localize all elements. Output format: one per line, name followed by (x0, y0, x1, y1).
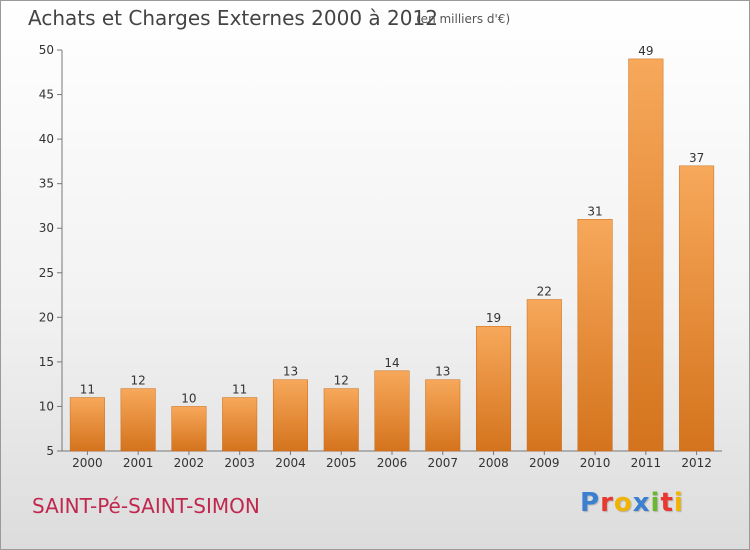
y-tick-label: 20 (39, 310, 54, 324)
bar-value-label: 13 (283, 365, 298, 379)
y-tick-label: 15 (39, 355, 54, 369)
logo-letter: o (613, 488, 633, 518)
bar-2010 (577, 219, 613, 452)
y-tick-label: 30 (39, 221, 54, 235)
bar-value-label: 11 (232, 383, 247, 397)
proxiti-logo: Proxiti (580, 488, 684, 518)
x-tick-label: 2000 (72, 456, 103, 470)
bar-value-label: 12 (334, 374, 349, 388)
bar-2003 (222, 397, 258, 452)
bar-2008 (476, 325, 512, 452)
chart-subtitle: (en milliers d'€) (416, 12, 511, 26)
x-tick-label: 2003 (224, 456, 255, 470)
logo-letter: x (632, 488, 651, 518)
x-tick-label: 2001 (123, 456, 154, 470)
logo-letter: i (673, 488, 684, 518)
x-tick-label: 2009 (529, 456, 560, 470)
bar-2006 (374, 370, 410, 452)
y-tick-label: 5 (46, 444, 54, 458)
x-tick-label: 2002 (174, 456, 205, 470)
chart-title: Achats et Charges Externes 2000 à 2012 (28, 6, 438, 30)
x-tick-label: 2010 (580, 456, 611, 470)
x-tick-label: 2007 (427, 456, 458, 470)
y-tick-label: 35 (39, 177, 54, 191)
bar-value-label: 19 (486, 311, 501, 325)
bar-value-label: 22 (537, 285, 552, 299)
bar-value-label: 37 (689, 151, 704, 165)
x-tick-label: 2004 (275, 456, 306, 470)
y-tick-label: 45 (39, 88, 54, 102)
logo-letter: t (660, 488, 674, 518)
bar-2002 (171, 406, 207, 452)
bar-value-label: 11 (80, 383, 95, 397)
logo-letter: i (650, 488, 661, 518)
bar-2012 (679, 165, 715, 452)
bar-value-label: 49 (638, 44, 653, 58)
y-tick-label: 40 (39, 132, 54, 146)
bar-2007 (425, 379, 461, 452)
bar-value-label: 31 (587, 204, 602, 218)
x-tick-label: 2012 (681, 456, 712, 470)
bar-value-label: 13 (435, 365, 450, 379)
bar-2004 (272, 379, 308, 452)
y-tick-label: 50 (39, 43, 54, 57)
commune-name: SAINT-Pé-SAINT-SIMON (32, 494, 260, 518)
y-tick-label: 10 (39, 399, 54, 413)
bar-2009 (526, 299, 562, 452)
bar-value-label: 12 (131, 374, 146, 388)
bar-value-label: 14 (384, 356, 399, 370)
bar-2000 (69, 397, 105, 452)
bar-2005 (323, 388, 359, 452)
x-tick-label: 2006 (377, 456, 408, 470)
y-tick-label: 25 (39, 266, 54, 280)
bar-value-label: 10 (181, 391, 196, 405)
logo-letter: r (600, 488, 614, 518)
x-tick-label: 2011 (631, 456, 662, 470)
bar-2001 (120, 388, 156, 452)
x-tick-label: 2005 (326, 456, 357, 470)
bar-2011 (628, 58, 664, 452)
x-tick-label: 2008 (478, 456, 509, 470)
logo-letter: P (580, 488, 601, 518)
